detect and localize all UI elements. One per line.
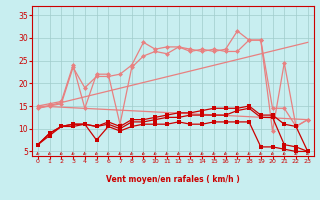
X-axis label: Vent moyen/en rafales ( km/h ): Vent moyen/en rafales ( km/h ) [106, 175, 240, 184]
